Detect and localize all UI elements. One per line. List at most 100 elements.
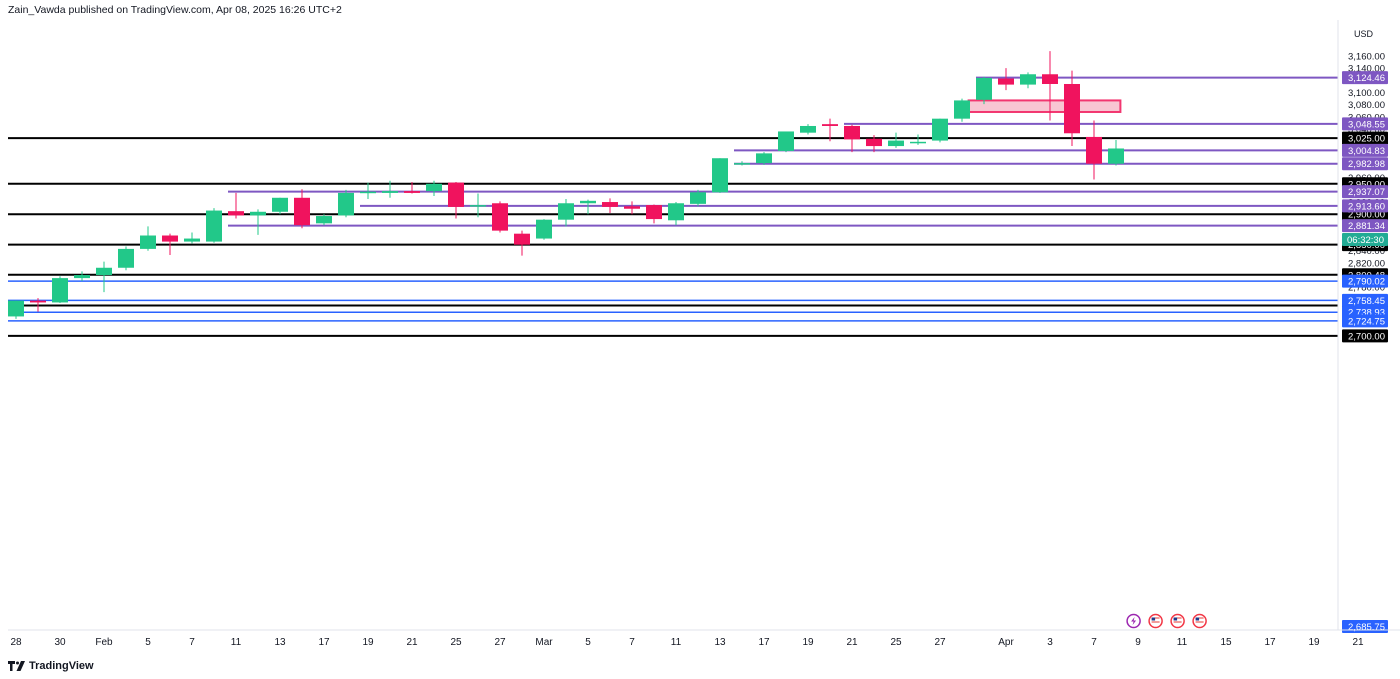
y-tick-label: 2,820.00 [1348, 258, 1385, 269]
x-tick-label: 25 [450, 637, 462, 648]
candle-body [514, 233, 530, 245]
x-tick-label: 28 [10, 637, 22, 648]
y-tick-label: 3,080.00 [1348, 100, 1385, 111]
candle-body [426, 183, 442, 192]
candle-body [646, 205, 662, 220]
candle-body [580, 200, 596, 204]
candle-body [976, 77, 992, 100]
candle-body [382, 191, 398, 193]
x-tick-label: 21 [406, 637, 418, 648]
x-tick-label: 30 [54, 637, 66, 648]
price-axis: USD2,780.002,820.002,840.002,860.002,880… [1337, 20, 1388, 633]
level-label-bg [1342, 329, 1388, 343]
candle-body [954, 100, 970, 119]
level-label-bg [1342, 219, 1388, 233]
x-tick-label: 11 [1177, 637, 1188, 648]
event-marker-ring [1170, 613, 1185, 629]
candle-body [316, 216, 332, 224]
x-tick-label: 21 [846, 637, 858, 648]
candle-body [118, 248, 134, 268]
event-markers-layer [1126, 613, 1207, 629]
flag-stripe [1195, 617, 1204, 619]
candle-body [624, 206, 640, 209]
x-tick-label: 17 [758, 637, 770, 648]
candle-body [140, 235, 156, 249]
candle-body [1064, 83, 1080, 134]
x-tick-label: Mar [535, 637, 553, 648]
level-label: 3,025.00 [1348, 134, 1385, 145]
us-flag-icon [1148, 613, 1163, 629]
tradingview-logo[interactable]: TradingView [8, 658, 94, 674]
flag-stripe [1195, 621, 1204, 623]
candle-body [74, 275, 90, 279]
candle-body [96, 267, 112, 276]
x-tick-label: 19 [362, 637, 374, 648]
level-label-bg [1342, 314, 1388, 328]
us-flag-icon [1170, 613, 1185, 629]
candle-body [294, 197, 310, 226]
candle-body [1042, 74, 1058, 84]
candle-body [998, 78, 1014, 85]
x-tick-label: 11 [671, 637, 682, 648]
candle-body [1020, 74, 1036, 85]
flag-stripe [1195, 619, 1204, 621]
level-label: 2,790.02 [1348, 277, 1385, 288]
x-tick-label: Feb [95, 637, 113, 648]
level-label-bg [1342, 71, 1388, 85]
level-label-bg [1342, 157, 1388, 171]
flag-stripe [1151, 621, 1160, 623]
candle-body [712, 158, 728, 193]
tradingview-logo-icon [8, 661, 25, 671]
event-marker-ring [1148, 613, 1163, 629]
candle-body [866, 138, 882, 147]
x-tick-label: Apr [998, 637, 1014, 648]
level-label: 3,004.83 [1348, 146, 1385, 157]
flag-stripe [1173, 621, 1182, 623]
candle-body [1108, 148, 1124, 164]
candle-body [338, 192, 354, 216]
x-tick-label: 3 [1047, 637, 1053, 648]
candle-body [602, 202, 618, 207]
candle-body [536, 219, 552, 239]
candle-body [470, 205, 486, 207]
level-label-bg [1342, 131, 1388, 145]
time-axis: 28 30 Feb 5 7 11 13 17 19 21 25 27 Mar 5 7 11 13 17 19 21 25… [8, 629, 1400, 648]
flag-stripe [1195, 623, 1204, 625]
candle-body [756, 153, 772, 164]
x-tick-label: 13 [274, 637, 286, 648]
countdown-label: 06:32:30 [1347, 235, 1384, 246]
level-label: 2,758.45 [1348, 296, 1385, 307]
level-label: 2,900.00 [1348, 210, 1385, 221]
flag-canton [1151, 617, 1156, 621]
currency-label: USD [1354, 29, 1374, 39]
x-tick-label: 15 [1220, 637, 1232, 648]
level-label: 2,724.75 [1348, 316, 1385, 327]
candle-body [8, 300, 24, 317]
level-label-bg [1342, 117, 1388, 131]
x-tick-label: 13 [714, 637, 726, 648]
candle-body [734, 163, 750, 165]
candle-body [690, 192, 706, 204]
x-tick-label: 7 [189, 637, 195, 648]
flag-stripe [1151, 617, 1160, 619]
y-tick-label: 2,840.00 [1348, 246, 1385, 257]
tradingview-brand: TradingView [29, 660, 94, 672]
candle-body [492, 203, 508, 231]
level-label-bg [1342, 274, 1388, 288]
candle-body [448, 182, 464, 207]
x-tick-label: 19 [802, 637, 814, 648]
level-label: 2,982.98 [1348, 159, 1385, 170]
level-label: 2,738.93 [1348, 308, 1385, 319]
y-tick-label: 3,140.00 [1348, 64, 1385, 75]
level-label-bg [1342, 185, 1388, 199]
candle-body [844, 125, 860, 140]
flag-stripe [1151, 619, 1160, 621]
x-tick-label: 5 [585, 637, 591, 648]
x-tick-label: 25 [890, 637, 902, 648]
level-label-bg [1342, 199, 1388, 213]
countdown-label-bg [1342, 233, 1388, 246]
candle-body [360, 191, 376, 194]
flag-stripe [1151, 623, 1160, 625]
bottom-level-label: 2,685.75 [1348, 622, 1385, 633]
